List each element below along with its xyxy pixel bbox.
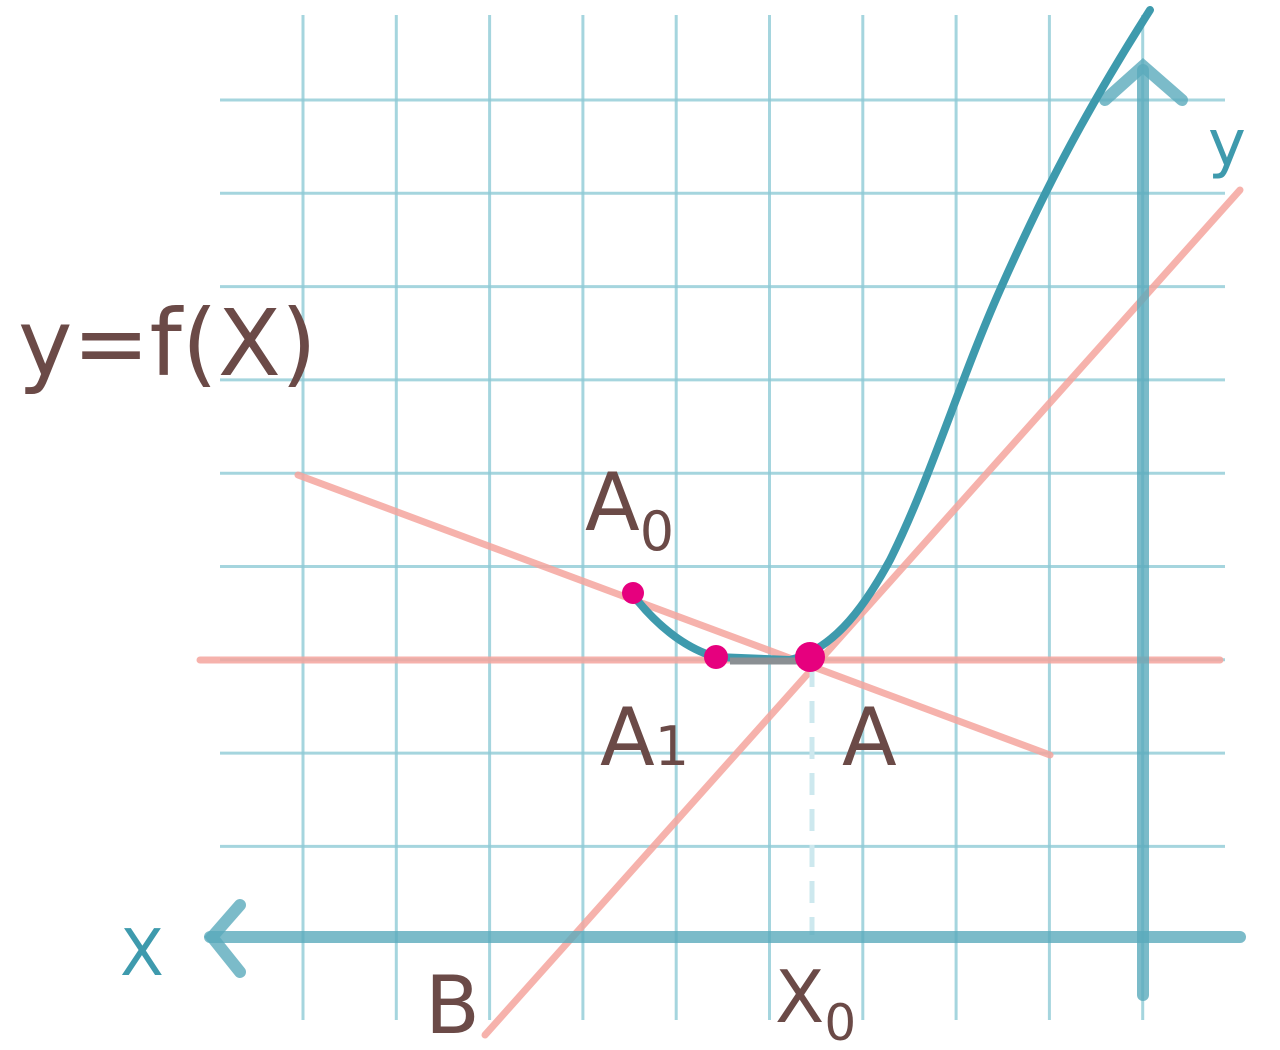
label-a1: A1 <box>600 691 689 784</box>
letter: X <box>775 955 824 1039</box>
letter: A <box>585 456 640 549</box>
subscript: 0 <box>640 500 674 563</box>
y-arrow <box>1099 57 1188 106</box>
subscript: 1 <box>655 715 689 778</box>
secant-line <box>294 471 1054 759</box>
point-a0 <box>622 582 644 604</box>
curve <box>629 6 1154 665</box>
formula: y=f(X) <box>18 290 317 397</box>
grid <box>220 15 1225 1020</box>
x-axis-label: X <box>120 917 164 991</box>
letter: A <box>600 691 655 784</box>
point-a1 <box>704 645 728 669</box>
label-a: A <box>842 691 897 784</box>
subscript: 0 <box>824 994 856 1050</box>
label-x0: X0 <box>775 955 856 1050</box>
label-b: B <box>425 959 480 1050</box>
tangent-line <box>481 186 1244 1039</box>
y-axis-label: y <box>1208 107 1246 181</box>
label-a0: A0 <box>585 456 674 563</box>
point-a <box>795 642 825 672</box>
x-arrow <box>204 899 246 978</box>
